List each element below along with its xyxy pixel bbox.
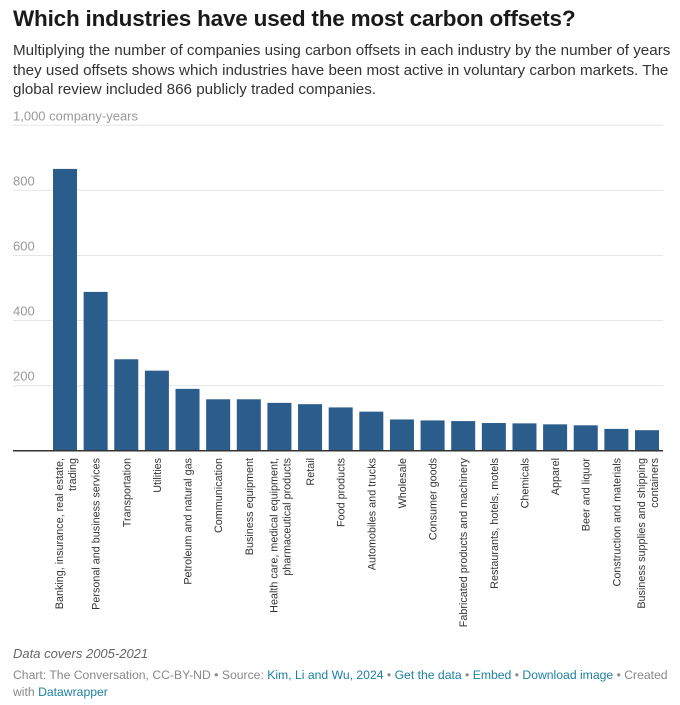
- x-tick-label: Construction and materials: [611, 457, 623, 586]
- x-tick-label: Personal and business services: [91, 457, 103, 609]
- chart-description: Multiplying the number of companies usin…: [13, 42, 671, 98]
- x-tick-label: Health care, medical equipment,pharmaceu…: [268, 457, 293, 612]
- bar: [635, 430, 659, 451]
- y-tick-label: 800: [13, 173, 35, 188]
- x-tick-label: Banking, insurance, real estate,trading: [54, 458, 79, 609]
- x-tick-label: Retail: [305, 458, 317, 486]
- bar: [83, 291, 108, 451]
- x-tick-label: Beer and liquor: [581, 458, 593, 532]
- x-tick-label: Petroleum and natural gas: [183, 457, 195, 584]
- get-data-link[interactable]: Get the data: [394, 668, 462, 682]
- bar: [144, 370, 169, 451]
- bar: [267, 402, 292, 451]
- separator: •: [511, 668, 523, 682]
- bar: [481, 423, 506, 451]
- created-with-text: • Created with: [13, 668, 668, 699]
- x-tick-label: Transportation: [121, 458, 133, 527]
- y-axis-label: 1,000 company-years: [13, 108, 139, 123]
- embed-link[interactable]: Embed: [472, 668, 512, 682]
- x-tick-label: Wholesale: [397, 458, 409, 508]
- bar: [420, 420, 445, 451]
- x-tick-label: Consumer goods: [428, 457, 440, 540]
- x-tick-label: Apparel: [550, 458, 562, 495]
- x-tick-label: Food products: [336, 457, 348, 527]
- chart-title: Which industries have used the most carb…: [13, 6, 576, 31]
- x-tick-label: Business supplies and shippingcontainers: [636, 457, 661, 608]
- bar: [604, 428, 629, 451]
- credit-text: Chart: The Conversation, CC-BY-ND • Sour…: [13, 668, 268, 682]
- bar: [175, 388, 200, 451]
- chart-footer: Chart: The Conversation, CC-BY-ND • Sour…: [13, 667, 673, 701]
- x-tick-label: Chemicals: [519, 457, 531, 508]
- data-note: Data covers 2005-2021: [13, 646, 149, 661]
- y-tick-label: 600: [13, 238, 35, 253]
- bar: [53, 168, 77, 451]
- source-link[interactable]: Kim, Li and Wu, 2024: [267, 668, 384, 682]
- bar: [451, 421, 476, 451]
- x-tick-label: Restaurants, hotels, motels: [489, 457, 501, 588]
- bar-chart: 1,000 company-years 200 400 600 800 Banking, …: [13, 108, 663, 627]
- x-tick-label: Fabricated products and machinery: [458, 457, 470, 627]
- separator: •: [383, 668, 395, 682]
- bar: [389, 419, 414, 451]
- download-image-link[interactable]: Download image: [522, 668, 614, 682]
- bar: [573, 425, 598, 451]
- datawrapper-link[interactable]: Datawrapper: [38, 685, 108, 699]
- x-tick-label: Utilities: [152, 457, 164, 492]
- bar: [512, 423, 537, 451]
- y-tick-label: 400: [13, 304, 35, 319]
- bar: [114, 359, 139, 451]
- separator: •: [461, 668, 473, 682]
- bar: [206, 399, 231, 451]
- x-tick-label: Business equipment: [244, 458, 256, 555]
- x-tick-label: Communication: [213, 458, 225, 533]
- bar: [543, 424, 568, 451]
- y-tick-label: 200: [13, 369, 35, 384]
- x-tick-label: Automobiles and trucks: [366, 457, 378, 570]
- bar: [236, 399, 261, 451]
- bar: [359, 411, 384, 451]
- bar: [328, 407, 353, 451]
- bar: [298, 404, 323, 451]
